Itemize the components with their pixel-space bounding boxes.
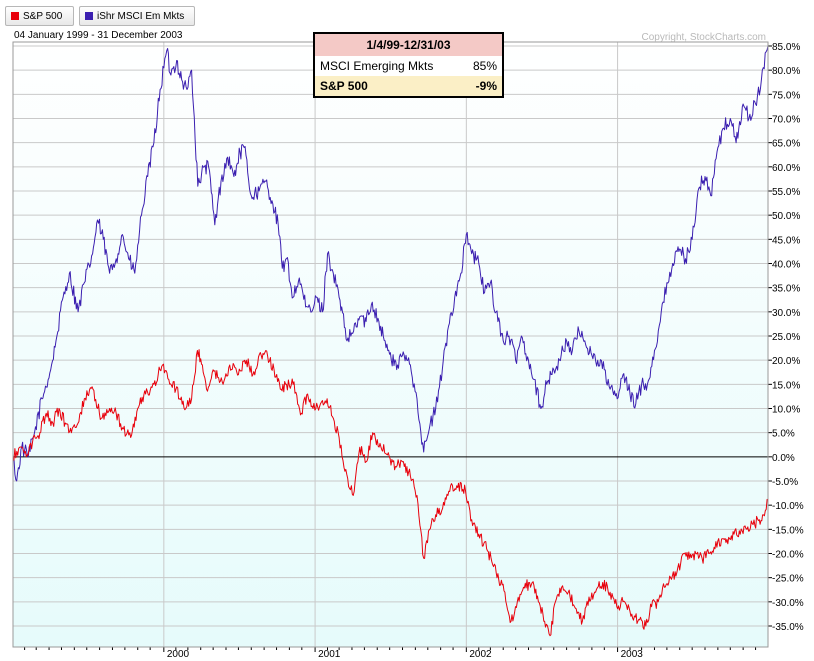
y-tick-label: 40.0% [772, 260, 800, 271]
copyright-notice: Copyright, StockCharts.com [641, 32, 767, 43]
y-tick-label: 45.0% [772, 235, 800, 246]
y-tick-label: 75.0% [772, 90, 800, 101]
performance-row-sp500: S&P 500 -9% [315, 76, 502, 96]
y-tick-label: 30.0% [772, 308, 800, 319]
y-tick-label: 35.0% [772, 284, 800, 295]
legend-label: S&P 500 [23, 11, 63, 22]
series-line-msci [12, 45, 769, 482]
y-tick-label: 60.0% [772, 163, 800, 174]
x-tick-label: 2002 [469, 649, 492, 660]
x-tick-label: 2001 [318, 649, 341, 660]
y-tick-label: 10.0% [772, 405, 800, 416]
y-tick-label: 85.0% [772, 42, 800, 53]
series-line-sp500 [12, 349, 769, 637]
legend-label: iShr MSCI Em Mkts [97, 11, 185, 22]
y-tick-label: 0.0% [772, 453, 795, 464]
y-tick-label: 5.0% [772, 429, 795, 440]
y-tick-label: 25.0% [772, 332, 800, 343]
y-axis: 85.0% 80.0% 75.0% 70.0% 65.0% 60.0% 55.0% 50.0%… [768, 42, 804, 633]
x-tick-label: 2000 [167, 649, 190, 660]
series-layer [12, 45, 769, 637]
date-range: 04 January 1999 - 31 December 2003 [14, 30, 183, 41]
y-tick-label: 15.0% [772, 380, 800, 391]
y-tick-label: -10.0% [772, 501, 804, 512]
performance-row-msci: MSCI Emerging Mkts 85% [315, 56, 502, 76]
y-tick-label: 70.0% [772, 115, 800, 126]
y-tick-label: 65.0% [772, 139, 800, 150]
row-value: 85% [472, 59, 497, 73]
row-name: S&P 500 [320, 79, 368, 93]
legend-swatch-msci [85, 12, 93, 20]
y-tick-label: -25.0% [772, 574, 804, 585]
performance-table: 1/4/99-12/31/03 MSCI Emerging Mkts 85% S… [313, 32, 504, 98]
y-tick-label: -15.0% [772, 525, 804, 536]
x-tick-label: 2003 [621, 649, 644, 660]
y-tick-label: 80.0% [772, 66, 800, 77]
y-tick-label: -35.0% [772, 622, 804, 633]
y-tick-label: 50.0% [772, 211, 800, 222]
plot-background [13, 42, 768, 647]
legend-item-sp500[interactable]: S&P 500 [5, 6, 74, 26]
y-tick-label: -5.0% [772, 477, 798, 488]
row-value: -9% [475, 79, 497, 93]
y-tick-label: 55.0% [772, 187, 800, 198]
x-axis: 2000 2001 2002 2003 [24, 42, 757, 660]
y-tick-label: 20.0% [772, 356, 800, 367]
y-tick-label: -20.0% [772, 550, 804, 561]
row-name: MSCI Emerging Mkts [320, 59, 434, 73]
legend-item-msci[interactable]: iShr MSCI Em Mkts [79, 6, 195, 26]
performance-table-header: 1/4/99-12/31/03 [315, 34, 502, 56]
legend-swatch-sp500 [11, 12, 19, 20]
y-tick-label: -30.0% [772, 598, 804, 609]
gridlines [13, 45, 768, 627]
